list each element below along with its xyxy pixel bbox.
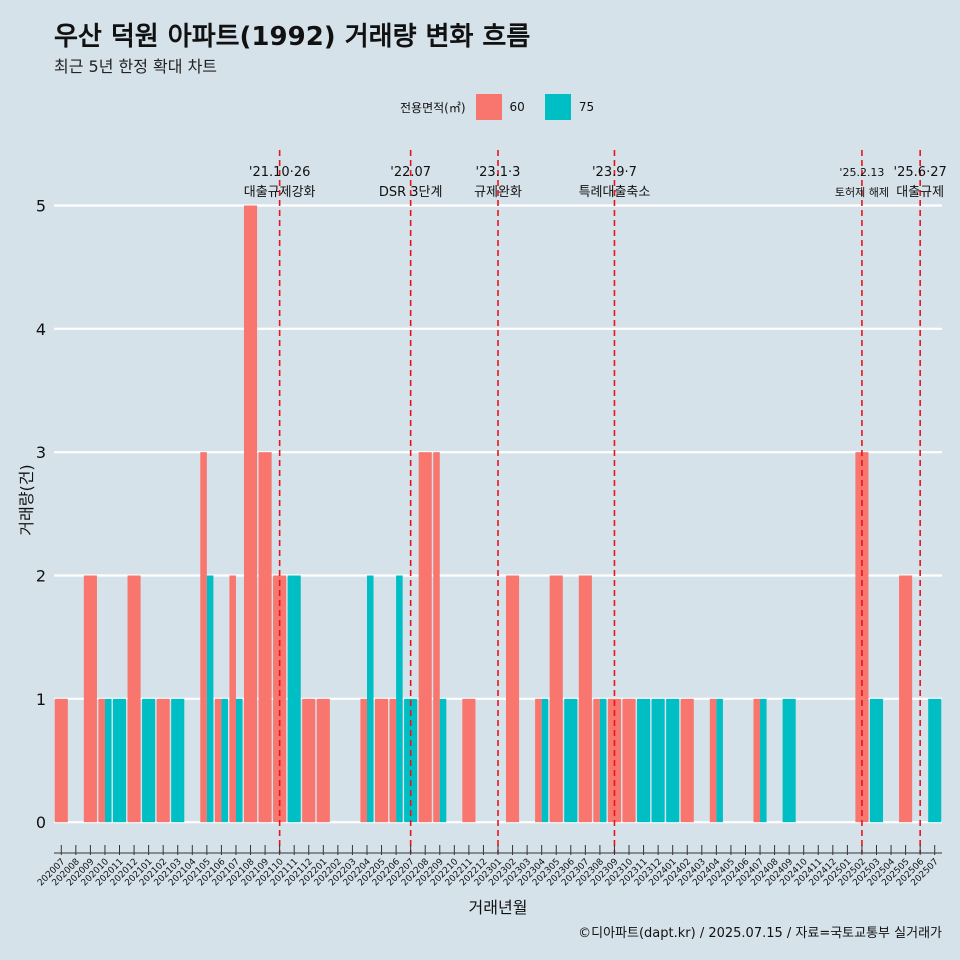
bar-60-202310	[622, 698, 636, 823]
bar-60-202502	[855, 452, 869, 823]
bar-60-202211	[462, 698, 476, 823]
bar-60-202007	[54, 698, 68, 823]
bar-60-202009	[83, 575, 97, 823]
legend-swatch-75	[544, 94, 571, 120]
bar-60-202404	[709, 698, 717, 823]
bar-60-202107	[229, 575, 236, 823]
legend-label-60: 60	[509, 100, 525, 114]
bar-75-202306	[564, 698, 578, 823]
bar-60-202307	[578, 575, 592, 823]
bar-75-202101	[142, 698, 156, 823]
y-tick-label: 4	[36, 320, 46, 339]
bar-60-202505	[899, 575, 913, 823]
bar-75-202105	[206, 575, 214, 823]
bar-60-202112	[302, 698, 316, 823]
bar-60-202407	[753, 698, 761, 823]
bar-60-202109	[258, 452, 272, 823]
bar-60-202304	[535, 698, 542, 823]
bar-60-202102	[156, 698, 170, 823]
y-tick-label: 1	[36, 690, 46, 709]
event-date: '23.9·7	[592, 165, 637, 180]
y-tick-label: 3	[36, 443, 46, 462]
bar-75-202311	[637, 698, 651, 823]
y-tick-label: 5	[36, 197, 46, 216]
y-tick-label: 2	[36, 567, 46, 586]
bar-60-202402	[680, 698, 694, 823]
bar-60-202012	[127, 575, 141, 823]
legend-title: 전용면적(㎡)	[400, 100, 466, 115]
bar-60-202205	[374, 698, 389, 823]
source-caption: ©디아파트(dapt.kr) / 2025.07.15 / 자료=국토교통부 실…	[578, 926, 942, 941]
event-date: '25.2.13	[839, 166, 884, 179]
bar-75-202304	[541, 698, 549, 823]
bar-75-202308	[599, 698, 607, 823]
bar-60-202106	[214, 698, 222, 823]
bar-60-202108	[243, 205, 258, 823]
chart-subtitle: 최근 5년 한정 확대 차트	[54, 57, 218, 76]
bar-60-202308	[593, 698, 600, 823]
event-label: 특례대출축소	[579, 185, 651, 200]
event-label: 대출규제강화	[244, 185, 316, 200]
x-axis-title: 거래년월	[469, 898, 528, 917]
event-date: '23.1·3	[476, 165, 521, 180]
bar-60-202206	[389, 698, 397, 823]
bar-60-202201	[316, 698, 330, 823]
event-date: '25.6·27	[894, 165, 947, 180]
legend-label-75: 75	[578, 100, 595, 114]
bar-60-202010	[98, 698, 105, 823]
bar-75-202209	[439, 698, 447, 823]
bar-60-202110	[273, 575, 287, 823]
event-label: 규제완화	[474, 185, 522, 200]
bar-75-202011	[112, 698, 127, 823]
event-label: 대출규제	[896, 185, 944, 200]
bar-60-202204	[360, 698, 367, 823]
legend: 전용면적(㎡) 60 75	[400, 93, 600, 121]
bar-75-202404	[716, 698, 723, 823]
y-tick-label: 0	[36, 813, 46, 832]
y-axis-title: 거래량(건)	[17, 464, 36, 535]
bar-75-202103	[171, 698, 185, 823]
event-label: DSR 3단계	[379, 185, 443, 200]
bar-60-202302	[506, 575, 520, 823]
legend-item-60: 60	[475, 94, 525, 120]
bar-60-202209	[433, 452, 440, 823]
bar-75-202409	[782, 698, 796, 823]
bar-75-202206	[396, 575, 403, 823]
event-date: '22.07	[390, 165, 431, 180]
bar-75-202507	[928, 698, 942, 823]
bar-75-202407	[760, 698, 767, 823]
event-date: '21.10·26	[249, 165, 310, 180]
bar-75-202106	[221, 698, 228, 823]
bar-60-202105	[200, 452, 207, 823]
bar-60-202208	[418, 452, 432, 823]
bar-75-202204	[366, 575, 374, 823]
event-label: 토허제 해제	[835, 185, 889, 199]
bar-75-202111	[287, 575, 301, 823]
bar-75-202503	[869, 698, 884, 823]
chart-title: 우산 덕원 아파트(1992) 거래량 변화 흐름	[54, 22, 531, 52]
bar-75-202107	[235, 698, 243, 823]
legend-item-75: 75	[544, 94, 595, 120]
bar-75-202401	[666, 698, 680, 823]
bar-60-202305	[549, 575, 563, 823]
bar-75-202010	[104, 698, 112, 823]
legend-swatch-60	[475, 94, 502, 120]
bar-75-202312	[651, 698, 665, 823]
